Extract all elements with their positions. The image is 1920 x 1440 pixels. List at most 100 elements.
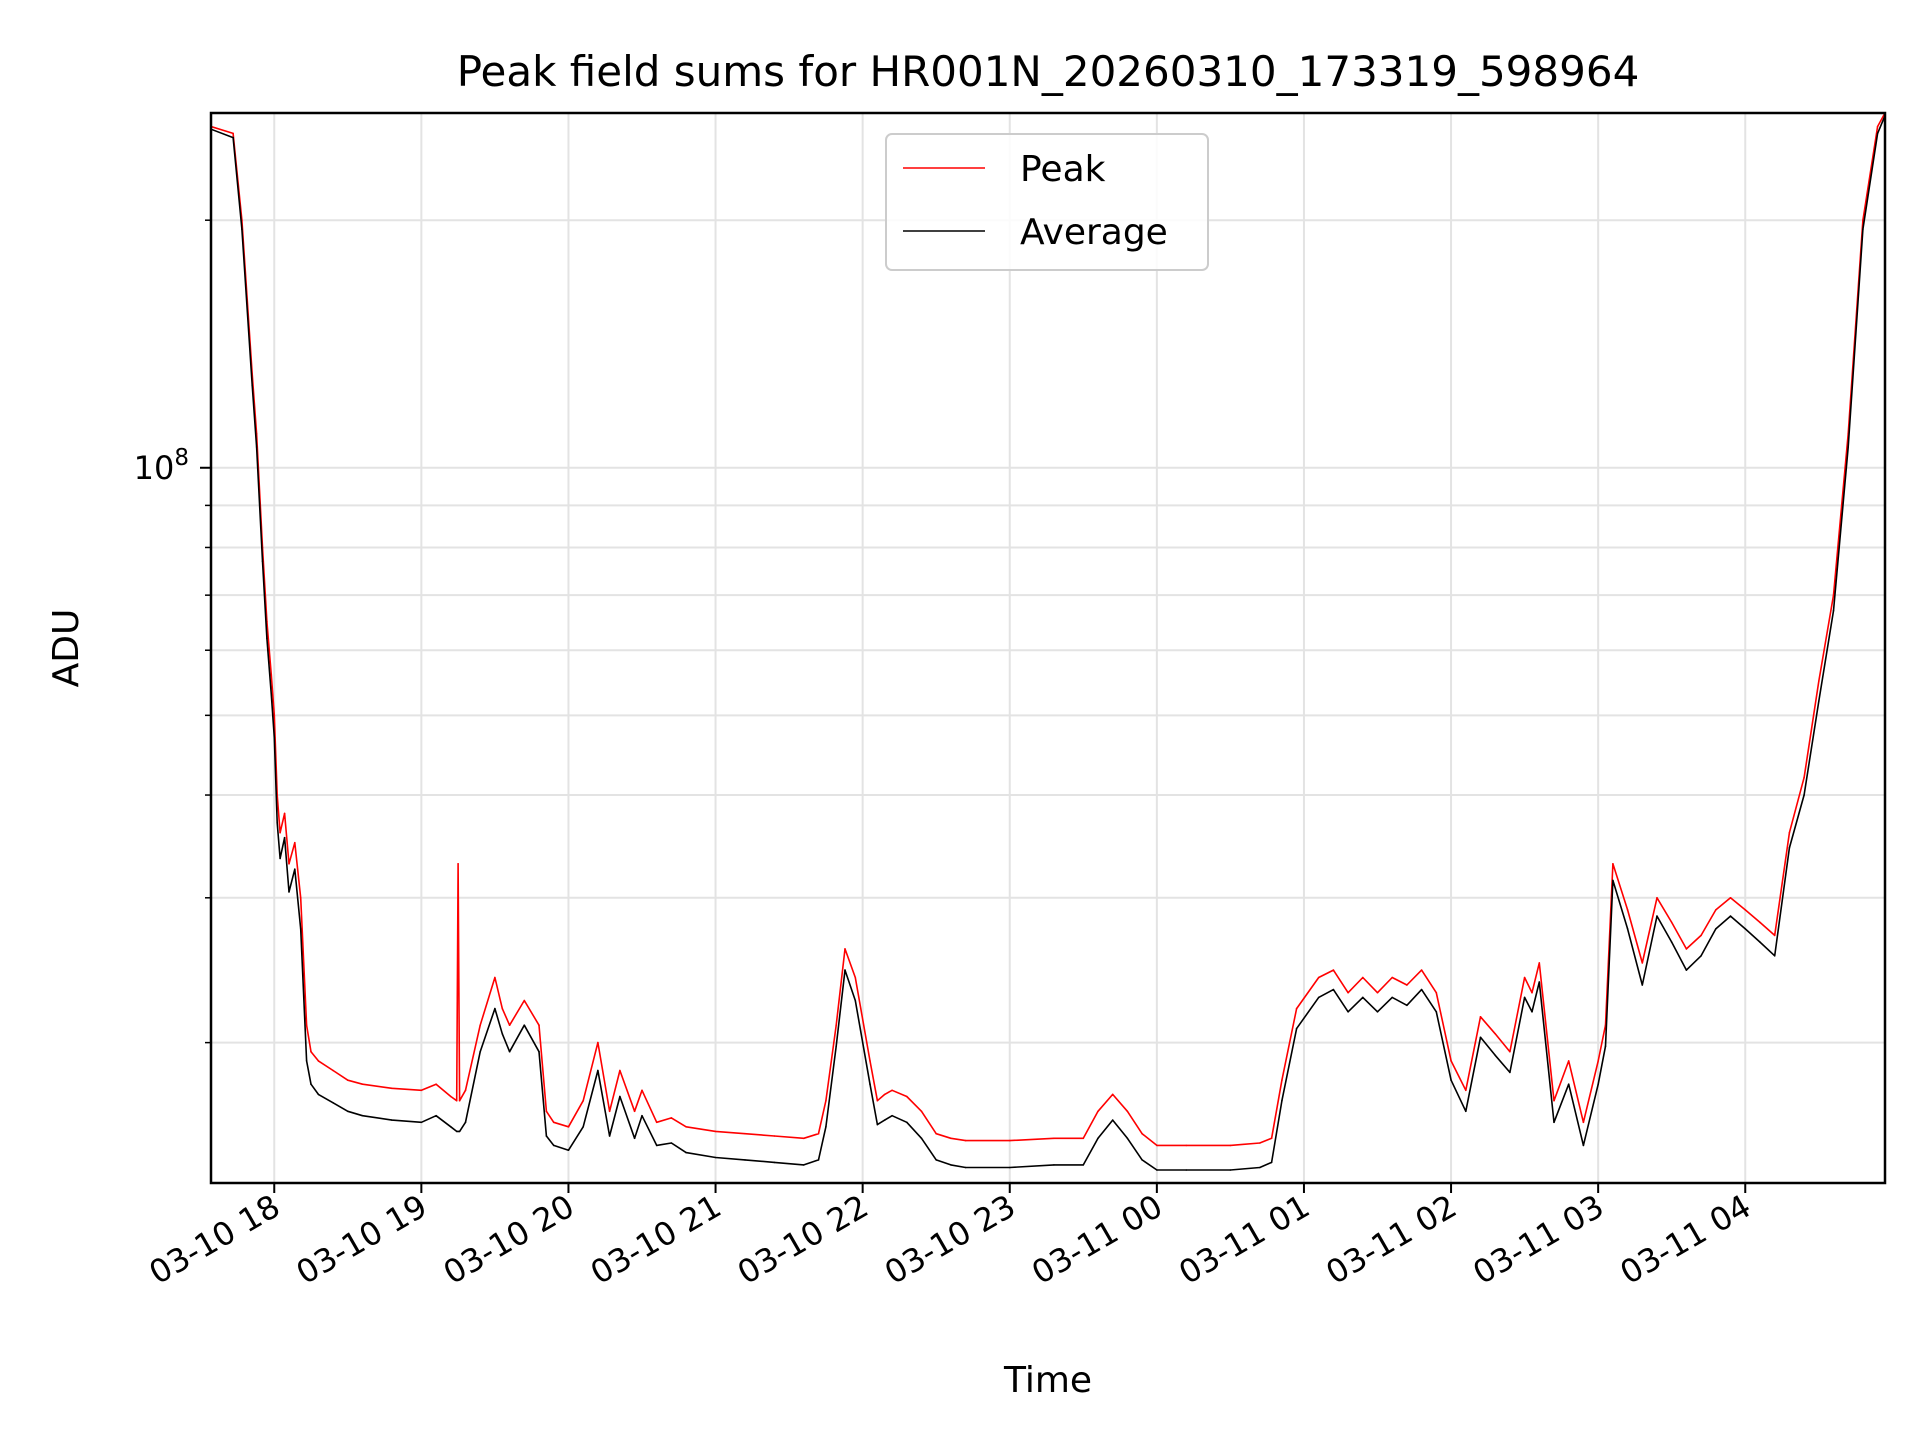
- data-point-average: [1670, 941, 1673, 943]
- data-point-peak: [1156, 1144, 1158, 1147]
- data-point-peak: [1818, 680, 1820, 683]
- y-axis: 108: [134, 219, 211, 1044]
- data-point-peak: [435, 1083, 437, 1085]
- data-point-peak: [582, 1099, 584, 1102]
- data-point-peak: [299, 897, 302, 899]
- data-point-average: [825, 1126, 827, 1128]
- data-point-peak: [744, 1132, 746, 1135]
- data-point-average: [1773, 955, 1776, 957]
- data-point-average: [876, 1123, 879, 1126]
- data-point-peak: [494, 976, 496, 979]
- data-point-peak: [273, 714, 276, 717]
- legend-label-average: Average: [1020, 212, 1168, 253]
- y-tick-label: 108: [134, 445, 189, 487]
- data-point-average: [273, 736, 276, 739]
- data-point-peak: [1009, 1139, 1011, 1142]
- data-point-average: [1612, 879, 1614, 882]
- data-point-average: [567, 1149, 570, 1151]
- data-point-average: [1553, 1121, 1555, 1124]
- series-group: [211, 113, 1885, 1171]
- grid: [211, 113, 1885, 1183]
- data-point-average: [1715, 928, 1717, 930]
- data-point-average: [1156, 1169, 1158, 1171]
- data-point-average: [619, 1095, 621, 1098]
- data-point-peak: [1141, 1132, 1143, 1135]
- data-point-peak: [420, 1089, 423, 1092]
- data-point-average: [633, 1137, 636, 1140]
- data-point-average: [1788, 847, 1791, 849]
- data-point-average: [1141, 1159, 1143, 1161]
- y-tick-exponent: 8: [174, 445, 189, 471]
- data-point-peak: [803, 1137, 805, 1140]
- data-point-average: [1494, 1054, 1496, 1057]
- data-point-average: [1111, 1119, 1114, 1121]
- data-point-average: [266, 637, 268, 640]
- data-point-average: [1729, 915, 1732, 917]
- data-point-peak: [1362, 976, 1364, 979]
- data-point-average: [501, 1033, 504, 1035]
- data-point-average: [455, 1130, 458, 1133]
- data-point-average: [670, 1142, 673, 1144]
- data-point-peak: [906, 1095, 908, 1098]
- data-point-peak: [1862, 219, 1864, 221]
- data-point-average: [891, 1114, 893, 1117]
- data-point-average: [241, 228, 243, 230]
- data-point-peak: [883, 1093, 886, 1096]
- data-point-average: [450, 1126, 452, 1128]
- data-point-average: [508, 1050, 511, 1053]
- data-point-average: [310, 1083, 312, 1085]
- data-point-average: [950, 1164, 952, 1166]
- data-point-peak: [1295, 1007, 1298, 1010]
- data-point-average: [1685, 969, 1688, 971]
- data-point-peak: [633, 1110, 636, 1113]
- data-point-peak: [854, 976, 857, 979]
- data-point-average: [1332, 988, 1335, 991]
- data-point-peak: [920, 1110, 923, 1113]
- data-point-average: [391, 1119, 393, 1121]
- data-point-peak: [1317, 976, 1320, 979]
- data-point-peak: [1376, 991, 1379, 994]
- data-point-average: [1376, 1011, 1379, 1013]
- data-point-average: [817, 1159, 820, 1161]
- data-point-average: [255, 446, 258, 448]
- data-point-average: [1582, 1144, 1585, 1147]
- data-point-average: [582, 1126, 584, 1128]
- data-point-peak: [1111, 1093, 1114, 1096]
- data-point-average: [494, 1007, 496, 1010]
- data-point-peak: [1523, 976, 1526, 979]
- data-point-average: [457, 1130, 459, 1133]
- data-point-peak: [391, 1087, 393, 1090]
- data-point-peak: [1391, 976, 1393, 979]
- data-point-peak: [1259, 1142, 1261, 1144]
- data-point-average: [844, 969, 846, 971]
- data-point-peak: [950, 1137, 952, 1140]
- data-point-average: [1641, 984, 1644, 986]
- data-point-peak: [464, 1089, 467, 1092]
- data-point-average: [1479, 1036, 1482, 1039]
- y-tick-base: 10: [134, 449, 175, 487]
- data-point-peak: [685, 1126, 687, 1128]
- data-point-average: [1406, 1004, 1408, 1007]
- data-point-peak: [232, 132, 234, 135]
- data-point-peak: [347, 1079, 349, 1081]
- data-point-average: [361, 1114, 364, 1117]
- data-point-average: [251, 384, 253, 387]
- data-point-peak: [1097, 1110, 1099, 1113]
- data-point-average: [1450, 1079, 1452, 1081]
- data-point-peak: [567, 1126, 570, 1128]
- y-axis-label: ADU: [46, 609, 87, 688]
- data-point-peak: [935, 1132, 937, 1135]
- data-point-peak: [964, 1139, 967, 1142]
- data-point-peak: [619, 1069, 621, 1072]
- data-point-average: [305, 1060, 308, 1062]
- chart-title: Peak field sums for HR001N_20260310_1733…: [457, 47, 1640, 96]
- data-point-average: [261, 560, 264, 562]
- data-point-peak: [1832, 594, 1835, 596]
- legend-label-peak: Peak: [1020, 149, 1106, 190]
- data-point-average: [435, 1114, 437, 1117]
- data-point-peak: [1332, 969, 1335, 971]
- data-point-peak: [1281, 1079, 1283, 1081]
- data-point-peak: [670, 1117, 673, 1119]
- data-point-peak: [1435, 991, 1438, 994]
